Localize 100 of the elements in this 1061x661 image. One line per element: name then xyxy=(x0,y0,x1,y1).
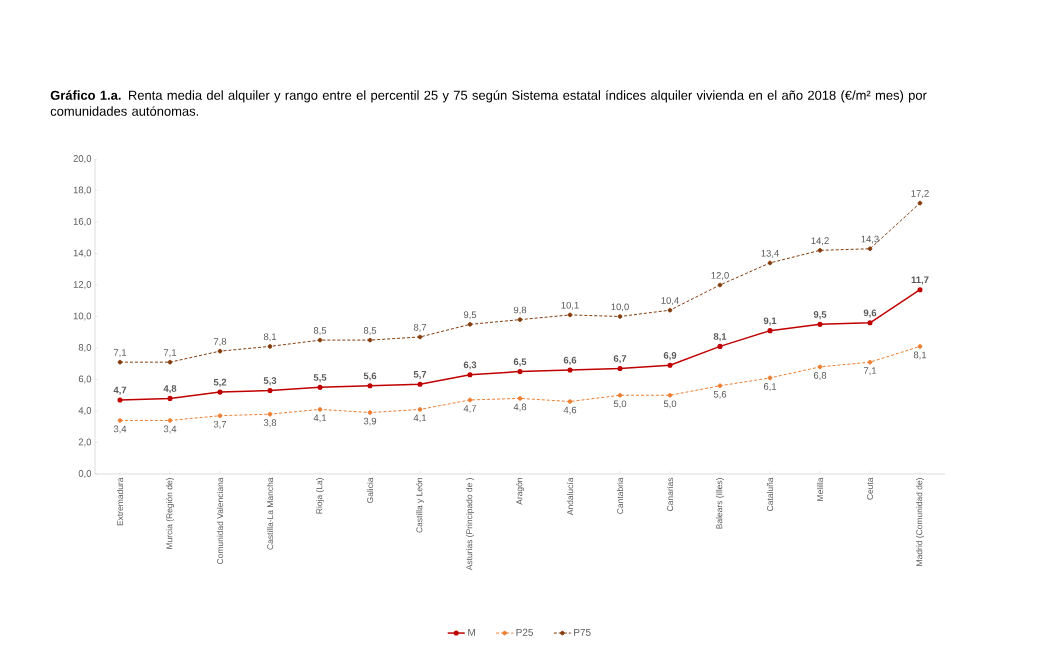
x-tick-label: Rioja (La) xyxy=(316,478,324,514)
data-label: 6,8 xyxy=(813,372,827,380)
y-tick-label: 18,0 xyxy=(73,186,92,195)
point xyxy=(467,322,473,327)
point xyxy=(267,344,273,349)
point xyxy=(467,397,473,403)
data-label: 4,7 xyxy=(463,405,477,413)
data-label: 14,2 xyxy=(811,237,829,246)
point xyxy=(617,392,623,398)
data-label: 3,9 xyxy=(363,417,377,426)
y-tick-label: 14,0 xyxy=(73,249,92,258)
data-label: 5,0 xyxy=(663,400,677,409)
x-tick-label: Galicia xyxy=(366,477,374,503)
point xyxy=(417,407,423,412)
legend-label: P25 xyxy=(516,628,533,636)
data-label: 10,0 xyxy=(611,303,629,312)
data-label: 4,8 xyxy=(163,385,177,394)
data-label: 6,9 xyxy=(663,352,677,361)
point xyxy=(367,383,373,389)
point xyxy=(467,372,473,378)
data-label: 5,2 xyxy=(213,378,227,387)
data-label: 12,0 xyxy=(711,271,729,280)
point xyxy=(117,359,123,365)
point xyxy=(917,287,923,293)
x-tick-label: Balears (Illes) xyxy=(716,478,724,529)
point xyxy=(217,389,223,395)
x-tick-label: Madrid (Comunidad de) xyxy=(916,478,924,566)
point xyxy=(267,411,273,417)
data-label: 5,7 xyxy=(413,371,427,380)
data-label: 6,3 xyxy=(463,361,477,370)
point xyxy=(717,343,723,349)
data-label: 6,7 xyxy=(613,355,627,364)
data-label: 8,1 xyxy=(913,351,927,360)
y-tick-label: 16,0 xyxy=(73,218,92,226)
point xyxy=(617,314,623,319)
point xyxy=(167,395,173,401)
data-label: 8,7 xyxy=(413,323,427,332)
point xyxy=(817,321,823,327)
data-label: 11,7 xyxy=(911,276,929,285)
data-label: 9,1 xyxy=(763,317,777,326)
point xyxy=(167,418,173,423)
point xyxy=(817,364,823,370)
x-tick-label: Cantabria xyxy=(616,477,624,514)
y-tick-label: 0,0 xyxy=(78,470,92,478)
data-label: 5,5 xyxy=(313,374,327,383)
x-tick-label: Ceuta xyxy=(867,477,873,500)
point xyxy=(617,365,623,371)
point xyxy=(917,200,923,206)
data-label: 3,7 xyxy=(213,420,227,429)
point xyxy=(717,383,723,389)
data-label: 10,4 xyxy=(661,297,679,306)
data-label: 4,8 xyxy=(513,403,527,412)
x-tick-label: Murcia (Región de) xyxy=(166,478,174,549)
x-tick-label: Cataluña xyxy=(766,477,774,511)
x-tick-label: Extremadura xyxy=(116,477,124,526)
data-label: 3,8 xyxy=(263,419,277,428)
x-tick-label: Castilla y León xyxy=(416,478,424,533)
data-label: 5,6 xyxy=(713,390,727,399)
data-label: 8,1 xyxy=(263,333,277,342)
data-label: 4,1 xyxy=(413,414,427,423)
data-label: 4,1 xyxy=(313,414,327,423)
x-tick-label: Aragón xyxy=(516,478,524,505)
point xyxy=(567,399,573,404)
point xyxy=(367,337,373,343)
point xyxy=(517,369,523,375)
point xyxy=(267,387,273,394)
data-label: 6,1 xyxy=(763,383,777,391)
data-label: 3,4 xyxy=(113,425,127,434)
point xyxy=(517,396,523,401)
point xyxy=(767,375,773,381)
data-label: 5,0 xyxy=(613,400,627,409)
point xyxy=(417,334,423,340)
data-label: 7,8 xyxy=(213,338,227,346)
point xyxy=(717,282,723,288)
y-tick-label: 8,0 xyxy=(78,344,92,352)
x-tick-label: Melilla xyxy=(816,477,824,501)
x-tick-label: Castilla-La Mancha xyxy=(266,477,274,550)
point xyxy=(167,359,173,365)
legend-label: M xyxy=(468,628,475,636)
point xyxy=(117,418,123,423)
y-tick-label: 10,0 xyxy=(73,312,92,321)
point xyxy=(367,410,373,415)
y-tick-label: 20,0 xyxy=(73,155,92,163)
data-label: 6,6 xyxy=(563,356,577,365)
data-label: 5,3 xyxy=(263,377,277,386)
y-tick-label: 6,0 xyxy=(78,375,92,384)
y-tick-label: 12,0 xyxy=(73,281,92,289)
point xyxy=(317,384,323,390)
point xyxy=(767,328,773,334)
data-label: 10,1 xyxy=(561,301,579,310)
data-label: 7,1 xyxy=(163,349,177,357)
data-label: 7,1 xyxy=(113,349,127,357)
data-label: 5,6 xyxy=(363,372,377,381)
data-label: 13,4 xyxy=(761,249,779,258)
point xyxy=(867,359,873,365)
point xyxy=(917,344,923,349)
point xyxy=(567,312,573,318)
data-label: 8,5 xyxy=(313,327,327,335)
point xyxy=(767,260,773,266)
data-label: 3,4 xyxy=(163,425,177,434)
